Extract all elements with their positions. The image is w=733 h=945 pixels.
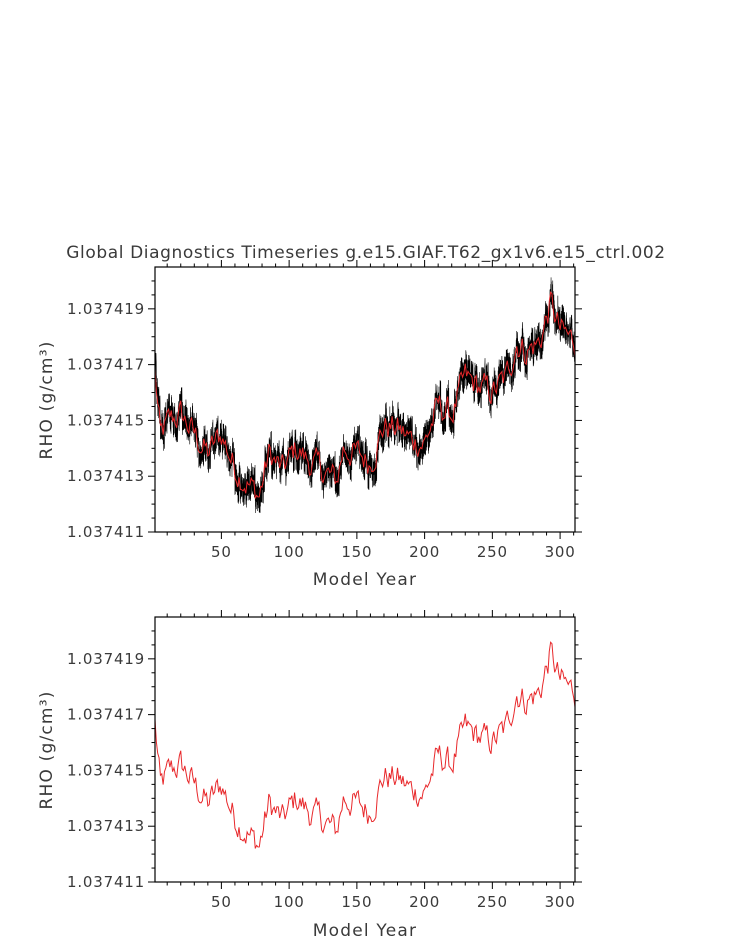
top-x-tick-label: 100 <box>274 543 305 561</box>
bottom-y-tick-label: 1.037411 <box>67 873 145 891</box>
chart-title: Global Diagnostics Timeseries g.e15.GIAF… <box>66 243 665 263</box>
top-y-tick-label: 1.037411 <box>67 523 145 541</box>
bottom-x-tick-label: 150 <box>341 893 372 911</box>
top-x-axis-title: Model Year <box>313 570 417 590</box>
bottom-plot-frame <box>154 616 576 883</box>
panel-bottom: 50 100 150 200 250 300 1.037411 1.037413 1.03741… <box>37 610 582 941</box>
top-y-tick-label: 1.037417 <box>67 356 145 374</box>
bottom-y-axis-title: RHO (g/cm³) <box>37 690 57 809</box>
top-ticks: 50 100 150 200 250 300 1.037411 1.037413 1.03741… <box>67 260 582 561</box>
bottom-x-tick-label: 50 <box>211 893 232 911</box>
bottom-annual-series-line <box>155 641 575 849</box>
top-y-axis-title: RHO (g/cm³) <box>37 340 57 459</box>
bottom-y-tick-label: 1.037419 <box>67 650 145 668</box>
bottom-y-tick-label: 1.037415 <box>67 761 145 779</box>
top-annual-series-line <box>155 291 575 499</box>
top-x-tick-label: 150 <box>341 543 372 561</box>
top-monthly-series-line <box>155 277 575 513</box>
top-y-tick-label: 1.037419 <box>67 300 145 318</box>
bottom-x-tick-label: 100 <box>274 893 305 911</box>
top-x-tick-label: 200 <box>409 543 440 561</box>
bottom-x-tick-label: 300 <box>545 893 576 911</box>
top-y-tick-label: 1.037413 <box>67 467 145 485</box>
bottom-x-tick-label: 200 <box>409 893 440 911</box>
top-plot-frame <box>154 266 576 533</box>
top-x-tick-label: 300 <box>545 543 576 561</box>
bottom-x-tick-label: 250 <box>477 893 508 911</box>
bottom-y-tick-label: 1.037417 <box>67 706 145 724</box>
bottom-x-axis-title: Model Year <box>313 921 417 941</box>
bottom-ticks: 50 100 150 200 250 300 1.037411 1.037413 1.03741… <box>67 610 582 911</box>
bottom-y-tick-label: 1.037413 <box>67 817 145 835</box>
top-plot-area <box>155 277 575 513</box>
panel-top: 50 100 150 200 250 300 1.037411 1.037413 1.03741… <box>37 260 582 590</box>
bottom-plot-area <box>155 641 575 849</box>
top-y-tick-label: 1.037415 <box>67 411 145 429</box>
top-x-tick-label: 250 <box>477 543 508 561</box>
top-x-tick-label: 50 <box>211 543 232 561</box>
